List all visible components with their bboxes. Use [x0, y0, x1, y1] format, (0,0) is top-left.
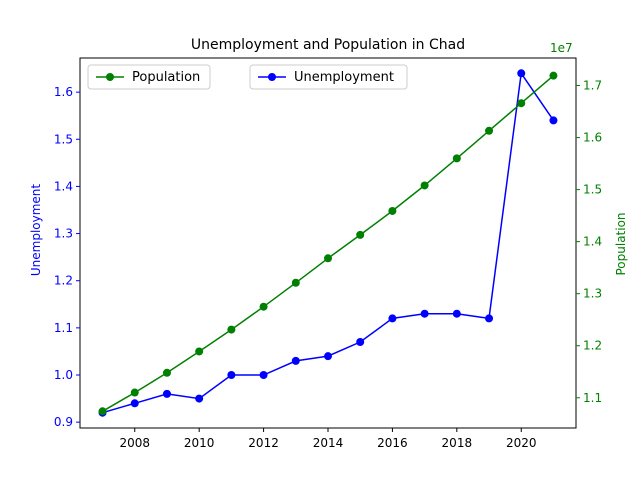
- unemployment-point: [130, 399, 139, 408]
- left-tick-label: 0.9: [54, 415, 73, 429]
- population-series-line: [102, 75, 554, 412]
- right-axis-offset-text: 1e7: [550, 41, 573, 55]
- left-tick-label: 1.2: [54, 274, 73, 288]
- population-point: [420, 181, 429, 190]
- left-tick-label: 1.5: [54, 132, 73, 146]
- population-point: [259, 302, 268, 311]
- left-tick-label: 1.3: [54, 227, 73, 241]
- chart-title: Unemployment and Population in Chad: [191, 37, 465, 53]
- unemployment-point: [420, 309, 429, 318]
- right-tick-label: 1.2: [583, 339, 602, 353]
- x-tick-label: 2010: [184, 436, 215, 450]
- population-point: [291, 278, 300, 287]
- unemployment-point: [356, 338, 365, 347]
- x-tick-label: 2012: [248, 436, 279, 450]
- population-point: [388, 206, 397, 215]
- population-legend-label: Population: [132, 70, 200, 85]
- population-point: [324, 254, 332, 263]
- unemployment-legend-marker: [268, 73, 276, 81]
- population-point: [130, 388, 139, 397]
- x-tick-label: 2008: [119, 436, 150, 450]
- unemployment-legend-label: Unemployment: [294, 70, 394, 85]
- right-tick-label: 1.1: [583, 391, 602, 405]
- right-tick-label: 1.5: [583, 183, 602, 197]
- unemployment-point: [162, 389, 171, 398]
- population-point: [517, 99, 526, 108]
- x-tick-label: 2020: [506, 436, 537, 450]
- unemployment-point: [388, 314, 397, 323]
- left-tick-label: 1.6: [54, 85, 73, 99]
- plot-frame: [79, 57, 577, 429]
- population-point: [452, 154, 461, 163]
- unemployment-point: [549, 116, 558, 125]
- right-axis-label: Population: [614, 212, 628, 275]
- left-axis-label: Unemployment: [29, 184, 43, 277]
- unemployment-point: [517, 69, 526, 78]
- population-point: [227, 325, 236, 334]
- unemployment-legend-box: [249, 64, 408, 90]
- unemployment-point: [452, 309, 461, 318]
- unemployment-point: [485, 314, 494, 323]
- unemployment-point: [259, 371, 268, 380]
- unemployment-point: [195, 394, 204, 403]
- unemployment-point: [227, 371, 236, 380]
- population-legend-marker: [106, 73, 114, 81]
- unemployment-point: [324, 352, 332, 361]
- unemployment-series-line: [102, 71, 555, 414]
- right-tick-label: 1.6: [583, 131, 602, 145]
- population-point: [98, 407, 107, 416]
- population-point: [195, 347, 204, 356]
- left-tick-label: 1.1: [54, 321, 73, 335]
- population-legend-box: [87, 64, 211, 90]
- right-tick-label: 1.3: [583, 287, 602, 301]
- plot-area: 2008 2010 2012 2014 2016 2018 2020 0.9 1.0 1.1 1.2…: [54, 57, 602, 450]
- right-tick-label: 1.4: [583, 235, 602, 249]
- left-tick-label: 1.4: [54, 179, 73, 193]
- x-tick-label: 2016: [377, 436, 408, 450]
- right-tick-label: 1.7: [583, 79, 602, 93]
- population-point: [549, 71, 558, 80]
- population-point: [485, 126, 494, 135]
- x-tick-label: 2014: [313, 436, 344, 450]
- population-point: [356, 230, 365, 239]
- left-tick-label: 1.0: [54, 368, 73, 382]
- population-point: [162, 368, 171, 377]
- unemployment-point: [291, 356, 300, 365]
- x-tick-label: 2018: [442, 436, 473, 450]
